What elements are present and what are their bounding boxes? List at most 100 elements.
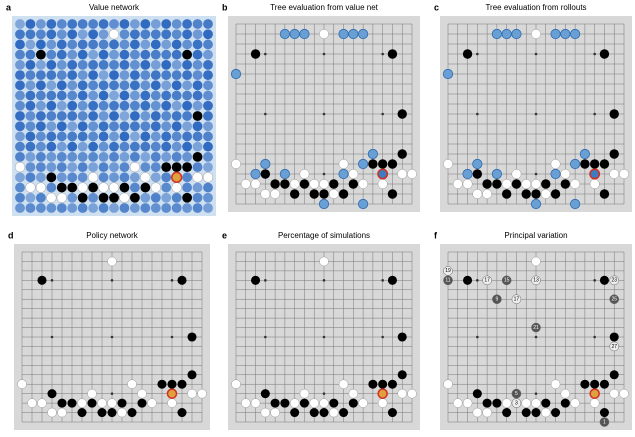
black-stone bbox=[290, 408, 299, 417]
value-dot bbox=[57, 91, 67, 101]
value-dot bbox=[46, 111, 56, 121]
value-dot bbox=[193, 91, 203, 101]
value-dot bbox=[130, 29, 140, 39]
value-dot bbox=[193, 29, 203, 39]
value-dot bbox=[203, 203, 213, 213]
value-dot bbox=[57, 80, 67, 90]
panel-title: Policy network bbox=[86, 231, 139, 240]
eval-circle bbox=[531, 199, 540, 208]
black-stone bbox=[182, 50, 192, 60]
value-dot bbox=[203, 50, 213, 60]
value-dot bbox=[161, 101, 171, 111]
value-dot bbox=[26, 70, 36, 80]
value-dot bbox=[203, 101, 213, 111]
black-stone bbox=[319, 189, 328, 198]
value-dot bbox=[88, 132, 98, 142]
value-dot bbox=[15, 193, 25, 203]
value-dot bbox=[15, 203, 25, 213]
white-stone bbox=[310, 399, 319, 408]
black-stone bbox=[551, 408, 560, 417]
value-dot bbox=[193, 203, 203, 213]
value-dot bbox=[109, 121, 119, 131]
black-stone bbox=[46, 172, 56, 182]
value-dot bbox=[67, 162, 77, 172]
star-point bbox=[476, 113, 479, 116]
white-stone bbox=[109, 183, 119, 193]
white-stone bbox=[241, 399, 250, 408]
value-dot bbox=[182, 172, 192, 182]
white-stone bbox=[15, 162, 25, 172]
value-dot bbox=[46, 101, 56, 111]
value-dot bbox=[57, 19, 67, 29]
white-stone bbox=[261, 189, 270, 198]
value-dot bbox=[120, 80, 130, 90]
value-dot bbox=[140, 19, 150, 29]
value-dot bbox=[140, 80, 150, 90]
value-dot bbox=[130, 121, 140, 131]
value-dot bbox=[26, 193, 36, 203]
white-stone bbox=[271, 408, 280, 417]
black-stone bbox=[182, 193, 192, 203]
value-dot bbox=[46, 91, 56, 101]
value-dot bbox=[36, 29, 46, 39]
value-dot bbox=[88, 203, 98, 213]
white-stone bbox=[522, 399, 531, 408]
white-stone bbox=[290, 399, 299, 408]
value-dot bbox=[36, 70, 46, 80]
black-stone bbox=[580, 380, 589, 389]
value-dot bbox=[26, 80, 36, 90]
black-stone bbox=[610, 370, 619, 379]
value-dot bbox=[57, 203, 67, 213]
value-dot bbox=[130, 111, 140, 121]
star-point bbox=[323, 336, 326, 339]
white-stone bbox=[241, 179, 250, 188]
white-stone bbox=[167, 399, 176, 408]
black-stone bbox=[388, 159, 397, 168]
move-number: 21 bbox=[533, 325, 539, 331]
white-stone bbox=[541, 408, 550, 417]
panel-label: d bbox=[8, 230, 14, 240]
value-dot bbox=[78, 40, 88, 50]
black-stone bbox=[502, 408, 511, 417]
black-stone bbox=[580, 159, 589, 168]
value-dot bbox=[88, 101, 98, 111]
move-number: 15 bbox=[504, 278, 510, 284]
value-dot bbox=[151, 50, 161, 60]
value-dot bbox=[120, 60, 130, 70]
black-stone bbox=[319, 408, 328, 417]
white-stone bbox=[473, 189, 482, 198]
value-dot bbox=[182, 183, 192, 193]
star-point bbox=[535, 392, 538, 395]
value-dot bbox=[26, 101, 36, 111]
white-stone bbox=[261, 408, 270, 417]
black-stone bbox=[310, 189, 319, 198]
panel-label: f bbox=[434, 230, 438, 240]
value-dot bbox=[57, 132, 67, 142]
star-point bbox=[264, 279, 267, 282]
move-number: 23 bbox=[611, 278, 617, 284]
value-dot bbox=[88, 70, 98, 80]
value-dot bbox=[182, 60, 192, 70]
value-dot bbox=[140, 162, 150, 172]
star-point bbox=[535, 53, 538, 56]
value-dot bbox=[130, 80, 140, 90]
value-dot bbox=[57, 111, 67, 121]
black-stone bbox=[99, 193, 109, 203]
black-stone bbox=[187, 370, 196, 379]
black-stone bbox=[37, 276, 46, 285]
white-stone bbox=[140, 172, 150, 182]
value-dot bbox=[99, 70, 109, 80]
selected-move bbox=[590, 169, 599, 178]
black-stone bbox=[483, 399, 492, 408]
value-dot bbox=[78, 19, 88, 29]
black-stone bbox=[130, 193, 140, 203]
value-dot bbox=[57, 152, 67, 162]
black-stone bbox=[339, 189, 348, 198]
value-dot bbox=[120, 40, 130, 50]
eval-circle bbox=[290, 29, 299, 38]
eval-circle bbox=[358, 159, 367, 168]
value-dot bbox=[182, 152, 192, 162]
value-dot bbox=[161, 193, 171, 203]
value-dot bbox=[15, 121, 25, 131]
white-stone bbox=[46, 193, 56, 203]
